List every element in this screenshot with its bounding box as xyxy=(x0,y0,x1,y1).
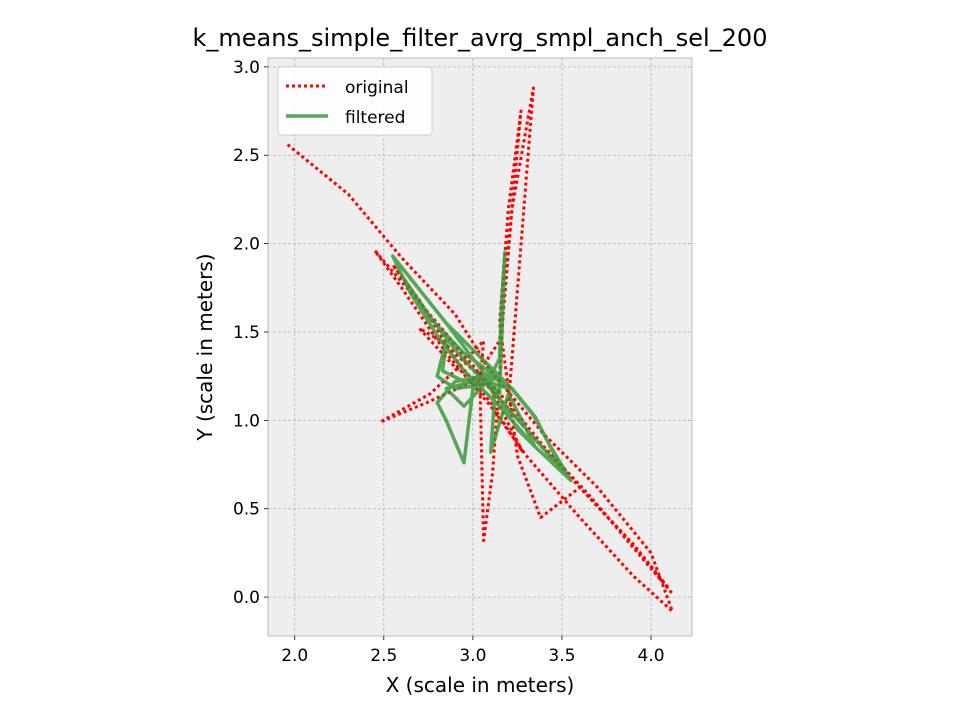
x-tick-label: 2.0 xyxy=(281,646,308,666)
legend-label-original: original xyxy=(345,78,409,98)
legend-label-filtered: filtered xyxy=(345,108,405,128)
x-axis-label: X (scale in meters) xyxy=(386,673,575,697)
y-axis-label: Y (scale in meters) xyxy=(193,253,217,441)
plot-area xyxy=(267,57,693,637)
y-tick-label: 0.0 xyxy=(233,588,260,608)
y-tick-label: 3.0 xyxy=(233,58,260,78)
legend-box xyxy=(277,66,433,136)
chart-title: k_means_simple_filter_avrg_smpl_anch_sel… xyxy=(193,24,768,52)
y-tick-label: 1.0 xyxy=(233,411,260,431)
legend: original filtered xyxy=(277,66,433,136)
series-line-original xyxy=(286,86,674,613)
series-line-filtered xyxy=(390,250,573,483)
y-tick-label: 2.5 xyxy=(233,146,260,166)
grid-lines xyxy=(268,58,692,636)
series-layer xyxy=(286,86,674,613)
y-tick-label: 0.5 xyxy=(233,500,260,520)
y-tick-label: 2.0 xyxy=(233,235,260,255)
y-tick-label: 1.5 xyxy=(233,323,260,343)
x-tick-label: 3.5 xyxy=(548,646,575,666)
x-tick-label: 2.5 xyxy=(370,646,397,666)
x-tick-label: 3.0 xyxy=(459,646,486,666)
x-tick-label: 4.0 xyxy=(638,646,665,666)
axis-ticks: 2.0 2.5 3.0 3.5 4.0 0.0 0.5 1.0 1.5 2.0 2.5 3.0 xyxy=(233,58,665,666)
